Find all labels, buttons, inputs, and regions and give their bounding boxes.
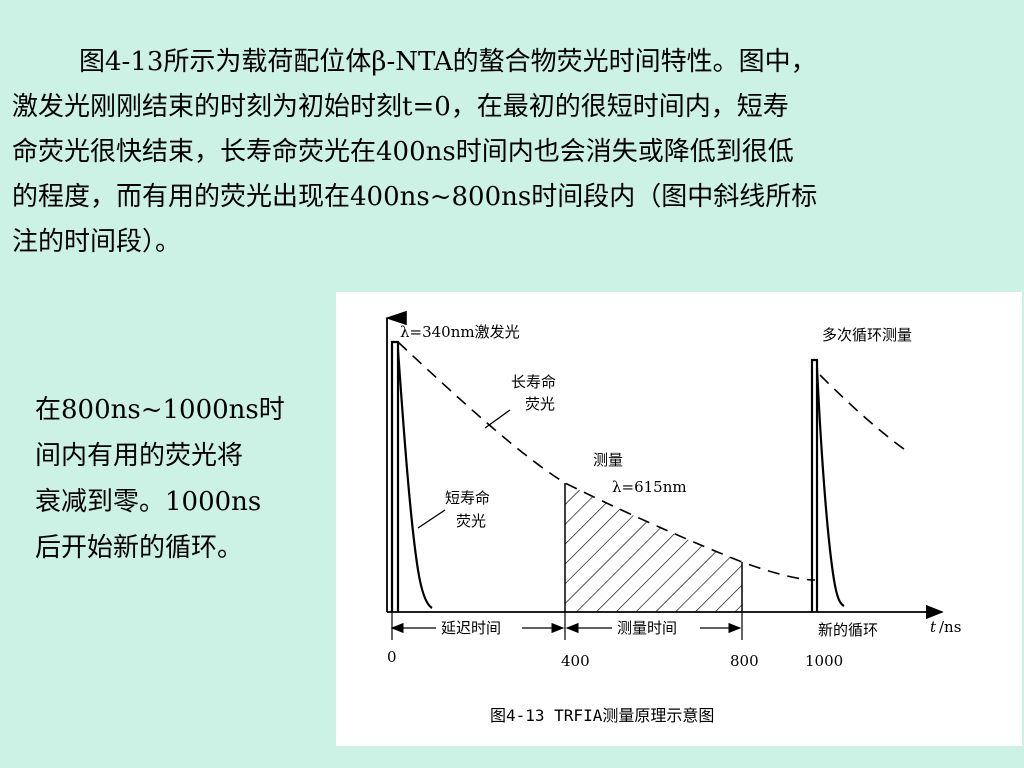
paragraph-line: 激发光刚刚结束的时刻为初始时刻t=0，在最初的很短时间内，短寿 <box>12 92 789 122</box>
side-note-line: 间内有用的荧光将 <box>35 441 244 471</box>
paragraph-line: 图4-13所示为载荷配位体β-NTA的螯合物荧光时间特性。图中， <box>79 47 817 77</box>
long-life-pointer <box>484 409 511 429</box>
paragraph-line: 注的时间段）。 <box>12 227 182 257</box>
tick-label-0: 0 <box>387 648 397 666</box>
side-note: 在800ns~1000ns时 间内有用的荧光将 衰减到零。1000ns 后开始新… <box>35 387 325 571</box>
measure-label: 测量 <box>593 451 623 469</box>
excitation-pulse <box>390 340 400 612</box>
paragraph-line: 命荧光很快结束，长寿命荧光在400ns时间内也会消失或降低到很低 <box>12 137 794 167</box>
short-life-label: 荧光 <box>456 512 486 530</box>
long-life-label: 长寿命 <box>511 373 556 391</box>
repeat-measure-label: 多次循环测量 <box>822 326 912 344</box>
tick-label-400: 400 <box>561 652 590 670</box>
short-life-label: 短寿命 <box>445 489 490 507</box>
intro-paragraph: 图4-13所示为载荷配位体β-NTA的螯合物荧光时间特性。图中， 激发光刚刚结束… <box>12 40 1016 265</box>
new-cycle-short-curve <box>815 367 845 607</box>
delay-time-label: 延迟时间 <box>441 619 501 637</box>
long-life-label: 荧光 <box>525 395 555 413</box>
side-note-line: 在800ns~1000ns时 <box>35 395 285 425</box>
new-cycle-pulse <box>810 358 819 612</box>
trfia-diagram: λ=340nm激发光 多次循环测量 长寿命 荧光 短寿命 荧光 测量 λ=615… <box>385 310 961 725</box>
short-life-pointer <box>417 509 446 529</box>
new-cycle-long-curve <box>819 374 909 453</box>
excitation-label: λ=340nm激发光 <box>400 323 520 341</box>
measure-time-label: 测量时间 <box>617 619 677 637</box>
tick-label-800: 800 <box>730 652 759 670</box>
figure-caption: 图4-13 TRFIA测量原理示意图 <box>490 706 714 725</box>
axis-label-unit: /ns <box>939 618 961 636</box>
paragraph-line: 的程度，而有用的荧光出现在400ns~800ns时间段内（图中斜线所标 <box>12 182 818 212</box>
side-note-line: 后开始新的循环。 <box>35 533 244 563</box>
long-life-curve <box>397 341 816 581</box>
axis-label-t: t <box>930 618 937 636</box>
tick-label-1000: 1000 <box>805 652 843 670</box>
side-note-line: 衰减到零。1000ns <box>35 487 262 517</box>
measurement-hatch-area <box>565 483 742 612</box>
measure-wavelength-label: λ=615nm <box>612 478 687 496</box>
new-cycle-label: 新的循环 <box>818 621 878 639</box>
short-life-curve <box>396 349 433 609</box>
figure-panel: λ=340nm激发光 多次循环测量 长寿命 荧光 短寿命 荧光 测量 λ=615… <box>336 292 1022 746</box>
